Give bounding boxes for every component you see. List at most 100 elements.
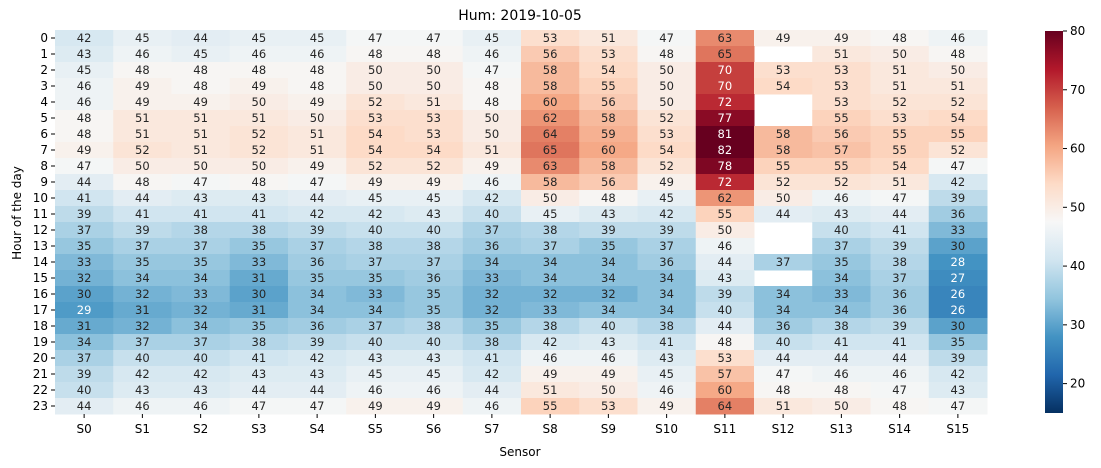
heatmap-cell — [404, 142, 464, 159]
cell-value-label: 48 — [193, 63, 208, 77]
cell-value-label: 46 — [659, 383, 674, 397]
heatmap-cell — [462, 190, 522, 207]
heatmap-cell — [462, 206, 522, 223]
cell-value-label: 56 — [601, 95, 616, 109]
cell-value-label: 36 — [426, 271, 441, 285]
cell-value-label: 51 — [193, 127, 208, 141]
cell-value-label: 65 — [543, 143, 558, 157]
heatmap-cell — [579, 222, 638, 239]
heatmap-cell — [288, 78, 347, 95]
heatmap-cell — [870, 62, 930, 79]
cell-value-label: 49 — [426, 175, 441, 189]
cell-value-label: 40 — [135, 351, 150, 365]
cell-value-label: 38 — [426, 239, 441, 253]
x-tick-label: S10 — [655, 422, 678, 436]
cell-value-label: 34 — [77, 335, 92, 349]
cell-value-label: 46 — [485, 175, 500, 189]
cell-value-label: 33 — [193, 287, 208, 301]
cell-value-label: 35 — [135, 255, 150, 269]
heatmap-cell — [288, 238, 347, 255]
cell-value-label: 58 — [776, 143, 791, 157]
cell-value-label: 52 — [368, 159, 383, 173]
heatmap-cell — [55, 62, 114, 79]
cell-value-label: 33 — [543, 303, 558, 317]
cell-value-label: 37 — [193, 239, 208, 253]
cell-value-label: 35 — [601, 239, 616, 253]
heatmap-cell — [695, 158, 755, 175]
cell-value-label: 34 — [834, 303, 849, 317]
cell-value-label: 50 — [659, 95, 674, 109]
cell-value-label: 53 — [601, 399, 616, 413]
heatmap-cell — [113, 158, 172, 175]
heatmap-cell — [462, 30, 522, 47]
cell-value-label: 40 — [368, 223, 383, 237]
heatmap-cell — [928, 318, 988, 335]
cell-value-label: 32 — [193, 303, 208, 317]
cell-value-label: 48 — [77, 111, 92, 125]
cell-value-label: 57 — [718, 367, 733, 381]
heatmap-cell — [229, 238, 289, 255]
cell-value-label: 55 — [834, 111, 849, 125]
cell-value-label: 49 — [776, 31, 791, 45]
cell-value-label: 48 — [892, 31, 907, 45]
heatmap-cell — [55, 382, 114, 399]
heatmap-cell — [579, 286, 638, 303]
cell-value-label: 50 — [892, 47, 907, 61]
heatmap-cell — [462, 398, 522, 415]
heatmap-cell — [113, 30, 172, 47]
cell-value-label: 40 — [834, 223, 849, 237]
cell-value-label: 47 — [951, 399, 966, 413]
x-tick-label: S5 — [368, 422, 383, 436]
heatmap-cell — [229, 382, 289, 399]
cell-value-label: 51 — [252, 111, 267, 125]
cell-value-label: 31 — [135, 303, 150, 317]
cell-value-label: 34 — [543, 271, 558, 285]
cell-value-label: 34 — [368, 303, 383, 317]
heatmap-cell — [229, 62, 289, 79]
cell-value-label: 34 — [601, 303, 616, 317]
heatmap-cell — [754, 174, 813, 191]
cell-value-label: 48 — [77, 127, 92, 141]
heatmap-cell — [404, 222, 464, 239]
cell-value-label: 49 — [310, 159, 325, 173]
cell-value-label: 39 — [135, 223, 150, 237]
cell-value-label: 34 — [659, 287, 674, 301]
cell-value-label: 40 — [485, 207, 500, 221]
heatmap-cell — [113, 222, 172, 239]
heatmap-cell — [695, 398, 755, 415]
cell-value-label: 40 — [426, 335, 441, 349]
cell-value-label: 51 — [951, 79, 966, 93]
heatmap-cell — [346, 206, 405, 223]
cell-value-label: 31 — [252, 271, 267, 285]
cell-value-label: 45 — [426, 191, 441, 205]
heatmap-cell — [812, 142, 871, 159]
heatmap-cell — [288, 270, 347, 287]
heatmap-cell — [171, 382, 231, 399]
heatmap-cell — [812, 206, 871, 223]
cell-value-label: 42 — [77, 31, 92, 45]
heatmap-cell — [870, 398, 930, 415]
cell-value-label: 38 — [659, 319, 674, 333]
heatmap-cell — [695, 206, 755, 223]
heatmap-cell — [55, 126, 114, 143]
cell-value-label: 45 — [368, 191, 383, 205]
cell-value-label: 49 — [543, 367, 558, 381]
cell-value-label: 48 — [310, 63, 325, 77]
heatmap-cell — [637, 110, 697, 127]
heatmap-cell — [113, 110, 172, 127]
cell-value-label: 35 — [834, 255, 849, 269]
cell-value-label: 49 — [601, 367, 616, 381]
colorbar-tick-label: 40 — [1070, 259, 1085, 273]
cell-value-label: 55 — [892, 127, 907, 141]
heatmap-cell — [171, 126, 231, 143]
y-tick-label: 22 — [33, 383, 48, 397]
cell-value-label: 55 — [951, 127, 966, 141]
cell-value-label: 46 — [310, 47, 325, 61]
cell-value-label: 53 — [426, 111, 441, 125]
heatmap-cell — [695, 94, 755, 111]
heatmap-cell — [229, 126, 289, 143]
heatmap-cell — [462, 142, 522, 159]
cell-value-label: 52 — [659, 159, 674, 173]
heatmap-cell — [637, 254, 697, 271]
cell-value-label: 30 — [951, 239, 966, 253]
